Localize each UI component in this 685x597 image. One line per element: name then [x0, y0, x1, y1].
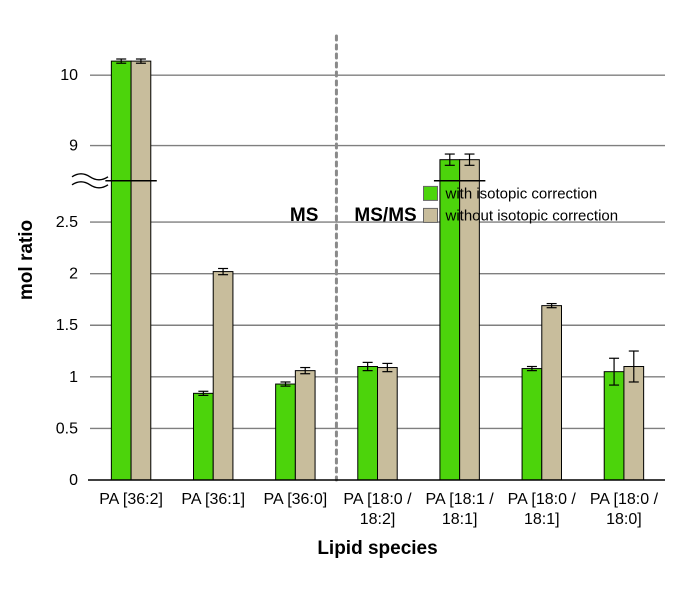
legend-label-with: with isotopic correction — [445, 185, 598, 202]
legend-swatch-with — [424, 186, 438, 200]
svg-text:PA [18:0 /: PA [18:0 / — [343, 491, 412, 508]
y-axis-label: mol ratio — [16, 220, 37, 300]
region-label-msms: MS/MS — [354, 205, 416, 226]
x-axis-label: Lipid species — [317, 538, 437, 559]
svg-text:18:0]: 18:0] — [606, 511, 642, 528]
svg-text:2: 2 — [69, 266, 78, 283]
bar-chart: 00.511.522.5910mol ratioPA [36:2]PA [36:… — [0, 0, 685, 597]
svg-text:9: 9 — [69, 138, 78, 155]
svg-text:10: 10 — [60, 67, 78, 84]
svg-text:PA [18:0 /: PA [18:0 / — [508, 491, 577, 508]
legend-swatch-without — [424, 208, 438, 222]
bars — [105, 59, 643, 480]
svg-text:0: 0 — [69, 472, 78, 489]
bar-6-without — [624, 351, 644, 480]
bar-5-without — [542, 304, 562, 480]
svg-text:PA [36:0]: PA [36:0] — [263, 491, 327, 508]
bar-2-with — [276, 382, 296, 480]
svg-text:1: 1 — [69, 369, 78, 386]
bar-1-without — [213, 268, 233, 480]
svg-text:0.5: 0.5 — [56, 420, 78, 437]
axis-break-icon — [72, 174, 108, 188]
svg-text:PA [36:2]: PA [36:2] — [99, 491, 163, 508]
y-tick-labels: 0 0.5 1 1.5 2 2.5 9 10 — [56, 67, 78, 489]
svg-text:18:2]: 18:2] — [360, 511, 396, 528]
svg-text:PA [18:1 /: PA [18:1 / — [426, 491, 495, 508]
chart-container: 00.511.522.5910mol ratioPA [36:2]PA [36:… — [0, 0, 685, 597]
bar-6-with — [604, 358, 624, 480]
bar-3-with — [358, 362, 378, 480]
svg-text:2.5: 2.5 — [56, 214, 78, 231]
bar-5-with — [522, 367, 542, 480]
svg-text:1.5: 1.5 — [56, 317, 78, 334]
bar-2-without — [295, 368, 315, 480]
bar-1-with — [194, 391, 214, 480]
svg-text:PA [18:0 /: PA [18:0 / — [590, 491, 659, 508]
svg-text:18:1]: 18:1] — [524, 511, 560, 528]
svg-text:PA [36:1]: PA [36:1] — [181, 491, 245, 508]
svg-text:18:1]: 18:1] — [442, 511, 478, 528]
x-tick-labels: PA [36:2] PA [36:1] PA [36:0] PA [18:0 / 18:… — [99, 491, 658, 528]
legend-label-without: without isotopic correction — [445, 207, 619, 224]
bar-3-without — [378, 363, 398, 480]
region-label-ms: MS — [290, 205, 319, 226]
